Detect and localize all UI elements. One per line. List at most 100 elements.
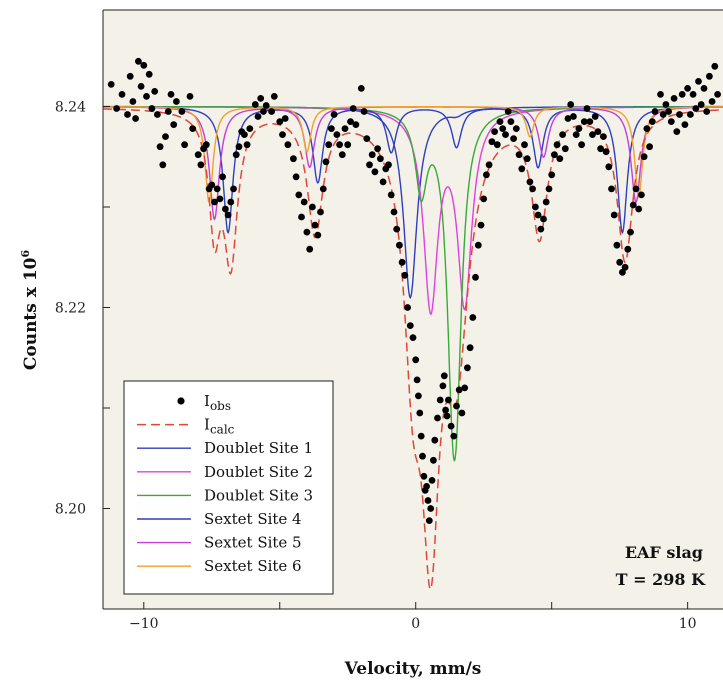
obs-point [292, 173, 300, 181]
obs-point [135, 57, 142, 65]
obs-point [371, 168, 379, 176]
obs-point [559, 131, 566, 139]
obs-point [485, 161, 493, 169]
annotation-temperature: T = 298 K [616, 570, 706, 589]
obs-point [300, 198, 308, 206]
obs-point [695, 78, 702, 85]
obs-point [619, 268, 626, 276]
obs-point [379, 178, 387, 186]
obs-point [548, 171, 556, 179]
obs-point [589, 131, 596, 139]
obs-point [262, 102, 270, 109]
obs-point [427, 505, 435, 512]
obs-point [401, 271, 409, 279]
obs-point [594, 128, 602, 136]
obs-point [322, 158, 330, 166]
obs-point [366, 161, 373, 169]
obs-point [613, 241, 621, 249]
obs-point [113, 105, 120, 112]
x-tick-label: 0 [411, 616, 420, 632]
obs-point [281, 115, 289, 122]
obs-point [213, 185, 221, 193]
obs-point [464, 364, 471, 372]
obs-point [466, 344, 474, 352]
obs-point [523, 155, 531, 163]
component-curves [103, 105, 723, 463]
x-axis-title: Velocity, mm/s [344, 659, 482, 679]
obs-point [521, 141, 528, 149]
y-axis-title-main: Counts x 10 [21, 257, 41, 370]
obs-point [689, 91, 697, 98]
obs-point [640, 153, 648, 161]
obs-point [385, 161, 392, 169]
obs-point [440, 372, 448, 380]
obs-point [416, 409, 424, 417]
obs-point [703, 108, 711, 115]
obs-point [445, 396, 452, 404]
obs-point [605, 163, 613, 171]
obs-point [439, 382, 447, 390]
obs-point [447, 422, 455, 430]
obs-point [697, 101, 705, 108]
legend: Iobs Icalc Doublet Site 1 Doublet Site 2 Dou… [123, 380, 334, 595]
axis-ticks: −10 0 10 8.20 8.22 8.24 [55, 99, 697, 632]
obs-point [648, 118, 656, 125]
obs-point [423, 483, 430, 490]
obs-point [241, 131, 248, 139]
obs-point [572, 131, 580, 139]
obs-point [419, 452, 426, 460]
obs-point [491, 128, 498, 136]
obs-point [417, 432, 425, 440]
obs-point [597, 145, 604, 153]
obs-point [235, 143, 243, 151]
obs-point [284, 141, 292, 149]
obs-point [537, 225, 545, 233]
obs-point [368, 151, 376, 159]
obs-point [586, 118, 594, 125]
obs-point [126, 72, 134, 80]
obs-point [363, 135, 371, 143]
legend-entry-obs: Iobs [177, 392, 231, 413]
obs-point [510, 135, 517, 143]
obs-point [290, 155, 297, 163]
obs-point [493, 141, 501, 149]
obs-point [145, 70, 153, 78]
obs-point [412, 356, 420, 364]
obs-point [553, 141, 561, 149]
legend-label: Iobs [204, 392, 231, 413]
y-axis-title: Counts x 106 [19, 250, 41, 371]
obs-point [424, 497, 432, 504]
obs-point [708, 98, 716, 105]
obs-point [602, 148, 610, 156]
obs-point [678, 91, 686, 98]
obs-point [502, 131, 509, 139]
obs-point [246, 125, 254, 132]
obs-point [404, 304, 411, 311]
obs-point [409, 334, 417, 341]
obs-point [129, 98, 137, 105]
obs-point [208, 181, 216, 189]
obs-point [610, 211, 618, 219]
obs-point [194, 151, 202, 159]
obs-point [627, 228, 634, 236]
obs-point [667, 118, 675, 125]
obs-point [632, 185, 640, 193]
obs-point [662, 101, 670, 108]
obs-point [659, 111, 667, 118]
obs-point [181, 141, 189, 149]
obs-point [657, 91, 664, 98]
obs-point [564, 115, 572, 122]
obs-point [352, 121, 360, 128]
obs-point [303, 228, 311, 236]
obs-point [643, 125, 651, 132]
annotation-sample: EAF slag [625, 543, 703, 562]
obs-point [154, 111, 161, 118]
legend-label: Sextet Site 6 [204, 557, 302, 575]
obs-point [319, 185, 327, 193]
obs-point [646, 143, 653, 151]
obs-point [415, 392, 422, 400]
obs-point [638, 191, 645, 199]
obs-point [159, 161, 167, 169]
obs-point [260, 108, 267, 115]
obs-point [430, 456, 437, 464]
